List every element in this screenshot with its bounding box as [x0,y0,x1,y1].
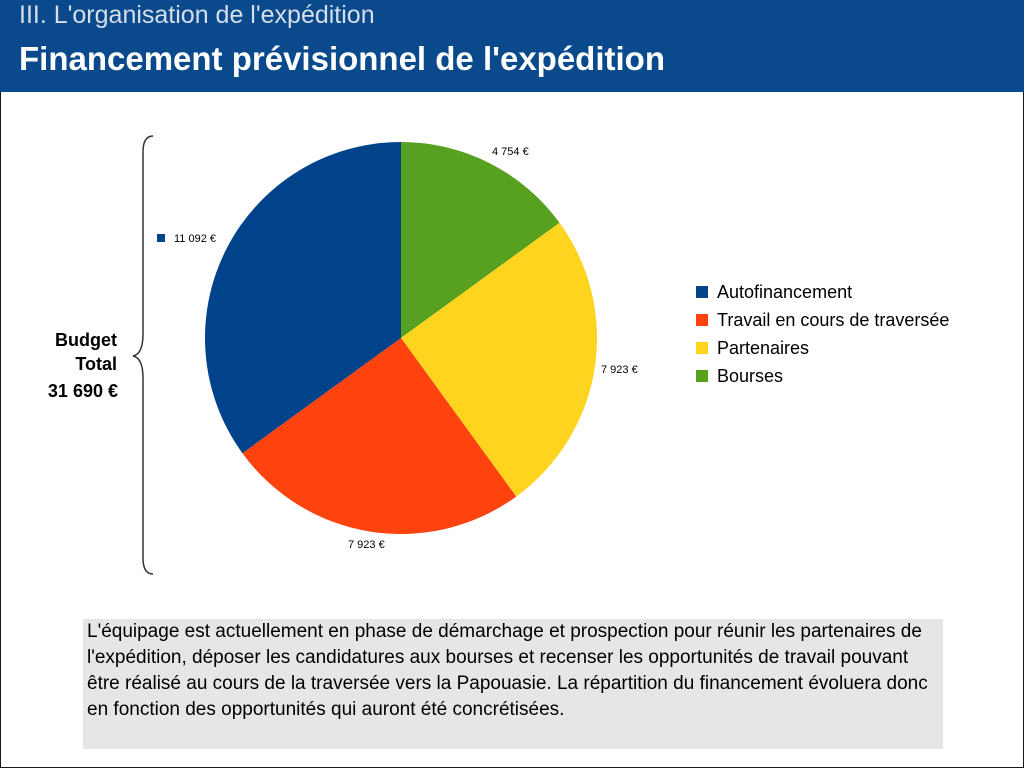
pie-slice [205,142,401,454]
slice-value-label: 11 092 € [174,233,216,245]
pie-slice [401,222,597,497]
legend-label: Partenaires [717,337,810,358]
legend-item-partenaires: Partenaires [696,334,949,362]
legend-item-bourses: Bourses [696,362,949,390]
slice-value-label: 4 754 € [492,146,529,158]
legend-swatch [696,342,708,354]
legend-swatch [696,286,708,298]
slide-title: Financement prévisionnel de l'expédition [19,40,665,77]
legend-label: Bourses [717,365,784,386]
section-title: III. L'organisation de l'expédition [19,1,375,29]
data-label-marker [157,234,165,242]
legend-swatch [696,370,708,382]
pie-slice [242,338,517,534]
legend-label: Autofinancement [717,281,853,302]
budget-total-value: 31 690 € [47,381,118,401]
legend-item-travail: Travail en cours de traversée [696,306,949,334]
slice-value-label: 7 923 € [348,539,385,551]
chart-legend: Autofinancement Travail en cours de trav… [696,278,949,390]
budget-brace [132,135,154,575]
legend-swatch [696,314,708,326]
note-box: L'équipage est actuellement en phase de … [83,619,943,749]
pie-chart: 4 754 € 7 923 € 7 923 € 11 092 € [132,135,638,575]
legend-item-autofinancement: Autofinancement [696,278,949,306]
note-text: L'équipage est actuellement en phase de … [87,621,928,720]
pie-slice [401,142,560,338]
slice-value-label: 7 923 € [601,364,638,376]
budget-total-label: Budget Total [55,330,117,374]
slide-header: III. L'organisation de l'expédition Fina… [0,0,1024,92]
legend-label: Travail en cours de traversée [717,309,950,330]
